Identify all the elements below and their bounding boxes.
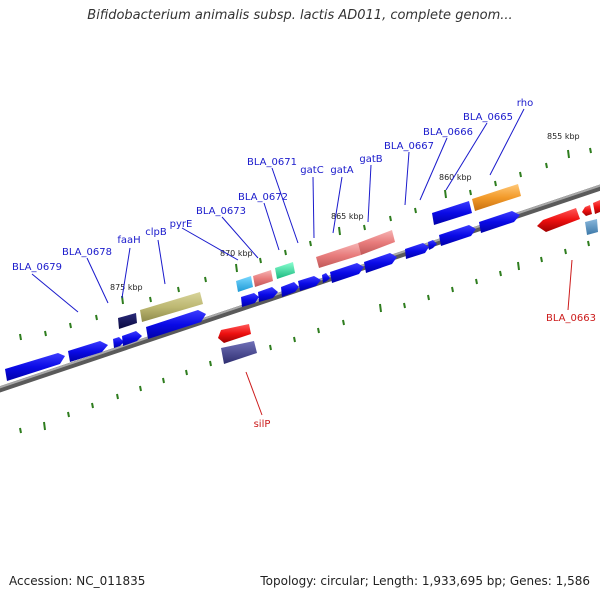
gene-box-edge[interactable] [585,219,598,235]
forward-leader-lines [31,108,525,313]
forward-outer-lane [118,184,521,329]
gene-label-rho[interactable]: rho [517,98,533,109]
gene-label-pyre[interactable]: pyrE [170,219,193,230]
gene-arrow-clpb[interactable] [146,310,206,339]
gene-arrow-bla0665[interactable] [439,225,476,246]
gene-label-bla0663[interactable]: BLA_0663 [546,313,596,324]
gene-box-gata[interactable] [316,243,361,268]
gene-label-bla0673[interactable]: BLA_0673 [196,206,246,217]
forward-gene-labels: BLA_0679 BLA_0678 faaH clpB pyrE BLA_067… [12,98,533,273]
reverse-gene-labels: silP BLA_0663 [254,313,596,430]
gene-arrow-bla0678[interactable] [68,341,108,362]
gene-arrow-bla0672[interactable] [281,282,299,297]
tick-label-855: 855 kbp [547,132,580,141]
gene-box-faah[interactable] [118,313,137,329]
gene-label-gatb[interactable]: gatB [359,154,382,165]
tick-label-875: 875 kbp [110,283,143,292]
gene-arrow-faah[interactable] [113,337,124,348]
tick-label-870: 870 kbp [220,249,253,258]
gene-box-bla0665[interactable] [472,184,521,211]
gene-label-bla0665[interactable]: BLA_0665 [463,112,513,123]
gene-box-bla0666[interactable] [432,201,472,225]
forward-inner-lane [5,211,520,381]
gene-label-gatc[interactable]: gatC [300,165,323,176]
gene-arrow-small-1[interactable] [122,331,142,346]
gene-label-bla0666[interactable]: BLA_0666 [423,127,473,138]
gene-label-clpb[interactable]: clpB [145,227,167,238]
gene-label-bla0672[interactable]: BLA_0672 [238,192,288,203]
gene-arrow-edge[interactable] [593,200,600,214]
gene-box-pyre[interactable] [236,276,253,292]
gene-arrow-bla0673[interactable] [258,287,278,302]
gene-arrow-pyre[interactable] [241,293,259,307]
gene-label-bla0667[interactable]: BLA_0667 [384,141,434,152]
gene-label-silp[interactable]: silP [254,419,271,430]
reverse-leader-lines [245,259,573,416]
gene-label-gata[interactable]: gatA [330,165,353,176]
gene-box-clpb[interactable] [140,292,203,322]
tick-label-860: 860 kbp [439,173,472,182]
gene-arrow-bla0666[interactable] [428,240,437,250]
tick-marks [19,147,592,434]
gene-box-gatb[interactable] [358,230,395,255]
gene-box-bla0673[interactable] [253,270,273,287]
gene-arrow-bla0662[interactable] [582,205,592,216]
gene-box-bla0672[interactable] [275,262,295,279]
reverse-lane [218,200,600,364]
gene-arrow-silp[interactable] [218,324,251,343]
gene-label-bla0679[interactable]: BLA_0679 [12,262,62,273]
gene-arrow-gata[interactable] [330,263,364,283]
gene-box-silp[interactable] [221,341,257,364]
tick-label-865: 865 kbp [331,212,364,221]
accession-text: Accession: NC_011835 [9,574,146,588]
genome-stats-text: Topology: circular; Length: 1,933,695 bp… [260,574,590,588]
gene-arrow-bla0679[interactable] [5,353,65,381]
gene-arrow-bla0667[interactable] [405,243,429,259]
map-title: Bifidobacterium animalis subsp. lactis A… [87,8,513,23]
gene-arrow-gatb[interactable] [364,253,397,273]
gene-arrow-bla0663[interactable] [537,208,580,232]
gene-arrow-gatc[interactable] [322,273,330,283]
gene-arrow-rho[interactable] [479,211,520,233]
gene-label-bla0671[interactable]: BLA_0671 [247,157,297,168]
gene-label-faah[interactable]: faaH [117,235,140,246]
gene-arrow-bla0671[interactable] [298,276,321,291]
gene-label-bla0678[interactable]: BLA_0678 [62,247,112,258]
